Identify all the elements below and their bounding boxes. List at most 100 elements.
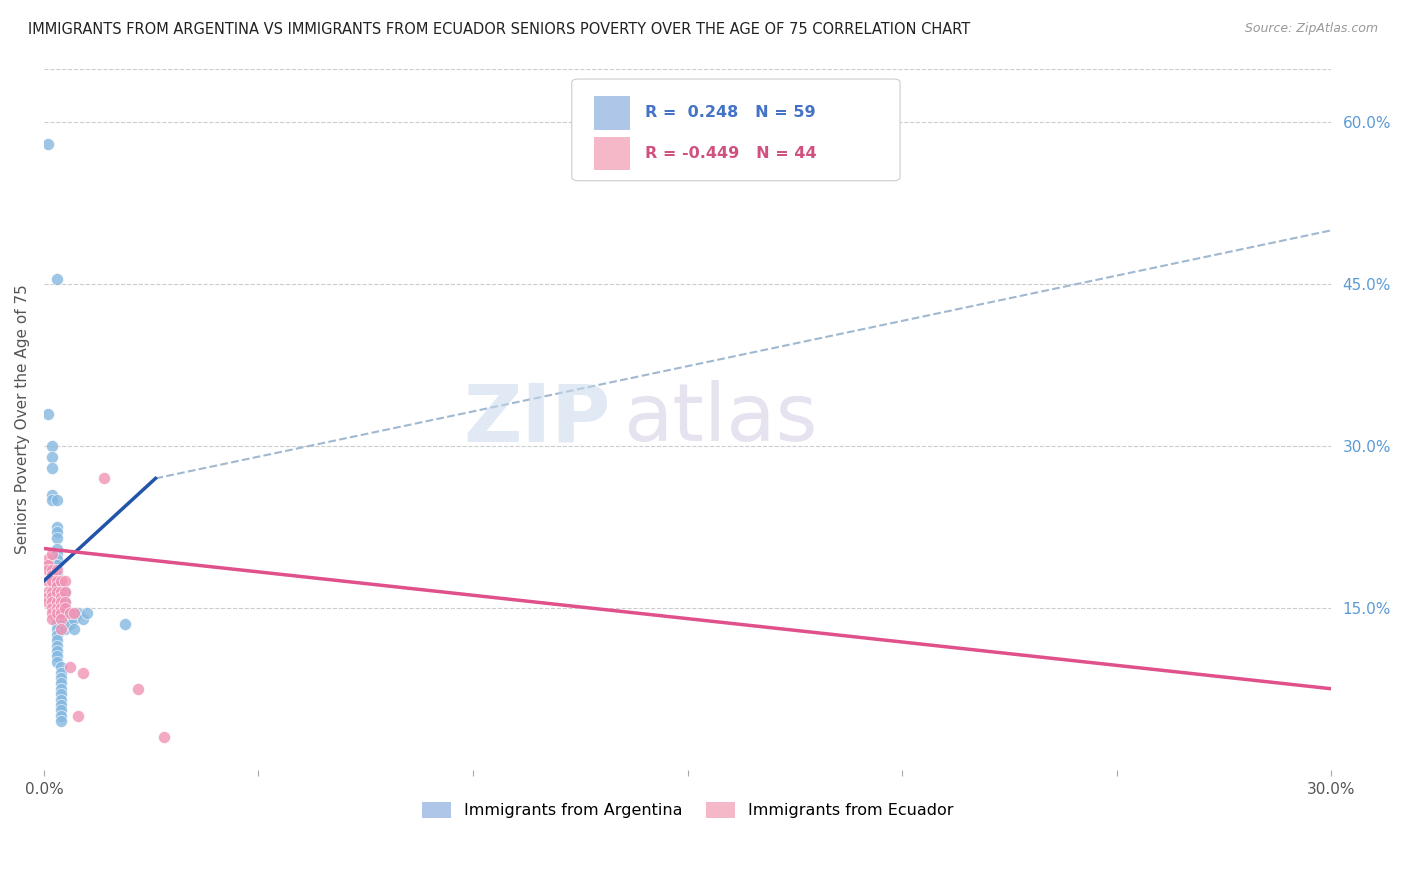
Point [63, 623, 86, 637]
Point [45, 520, 67, 534]
Point [45, 579, 67, 593]
Point [49, 660, 72, 674]
Point [37, 407, 59, 421]
Point [49, 590, 72, 604]
Point [72, 665, 94, 680]
Point [45, 552, 67, 566]
Text: atlas: atlas [623, 380, 818, 458]
Point [45, 606, 67, 620]
Point [45, 563, 67, 577]
Point [49, 574, 72, 588]
Point [59, 612, 82, 626]
Point [67, 606, 90, 620]
Point [49, 676, 72, 690]
Point [45, 623, 67, 637]
Point [45, 644, 67, 658]
Point [41, 439, 63, 453]
Point [49, 692, 72, 706]
Point [45, 574, 67, 588]
FancyBboxPatch shape [572, 79, 900, 181]
Point [63, 612, 86, 626]
Point [49, 698, 72, 712]
Point [53, 595, 76, 609]
Point [53, 600, 76, 615]
Point [41, 574, 63, 588]
Point [45, 579, 67, 593]
Point [41, 460, 63, 475]
Point [49, 584, 72, 599]
Point [45, 584, 67, 599]
Text: R = -0.449   N = 44: R = -0.449 N = 44 [645, 146, 817, 161]
Y-axis label: Seniors Poverty Over the Age of 75: Seniors Poverty Over the Age of 75 [15, 285, 30, 554]
Point [41, 563, 63, 577]
Point [41, 600, 63, 615]
Point [45, 595, 67, 609]
Point [45, 590, 67, 604]
Point [41, 450, 63, 464]
Point [37, 563, 59, 577]
Point [45, 493, 67, 508]
Point [49, 671, 72, 685]
Point [37, 595, 59, 609]
Text: R =  0.248   N = 59: R = 0.248 N = 59 [645, 105, 815, 120]
Point [93, 471, 115, 485]
Point [45, 600, 67, 615]
Point [53, 623, 76, 637]
Point [41, 595, 63, 609]
Point [49, 606, 72, 620]
Point [45, 600, 67, 615]
Point [49, 612, 72, 626]
Point [45, 568, 67, 582]
Point [45, 628, 67, 642]
Point [49, 708, 72, 723]
Point [45, 612, 67, 626]
Point [45, 639, 67, 653]
Point [45, 655, 67, 669]
Point [45, 525, 67, 540]
Point [41, 547, 63, 561]
Point [59, 660, 82, 674]
Point [45, 606, 67, 620]
Point [63, 606, 86, 620]
Point [53, 584, 76, 599]
FancyBboxPatch shape [593, 136, 630, 170]
Point [153, 731, 176, 745]
Point [53, 574, 76, 588]
Point [114, 617, 136, 632]
Point [72, 612, 94, 626]
Point [45, 574, 67, 588]
Point [45, 541, 67, 556]
Point [37, 558, 59, 572]
Point [59, 606, 82, 620]
Point [49, 703, 72, 717]
Point [67, 708, 90, 723]
Point [49, 595, 72, 609]
FancyBboxPatch shape [593, 95, 630, 129]
Point [37, 574, 59, 588]
Point [41, 568, 63, 582]
Point [37, 136, 59, 151]
Point [41, 606, 63, 620]
Point [45, 531, 67, 545]
Point [45, 617, 67, 632]
Point [53, 600, 76, 615]
Point [49, 623, 72, 637]
Point [49, 687, 72, 701]
Point [53, 612, 76, 626]
Point [53, 595, 76, 609]
Point [41, 487, 63, 501]
Point [45, 633, 67, 648]
Point [41, 590, 63, 604]
Point [41, 612, 63, 626]
Point [45, 595, 67, 609]
Point [49, 600, 72, 615]
Legend: Immigrants from Argentina, Immigrants from Ecuador: Immigrants from Argentina, Immigrants fr… [416, 796, 959, 825]
Point [49, 665, 72, 680]
Point [49, 714, 72, 728]
Point [45, 558, 67, 572]
Point [45, 584, 67, 599]
Point [76, 606, 98, 620]
Point [49, 681, 72, 696]
Point [37, 584, 59, 599]
Point [53, 584, 76, 599]
